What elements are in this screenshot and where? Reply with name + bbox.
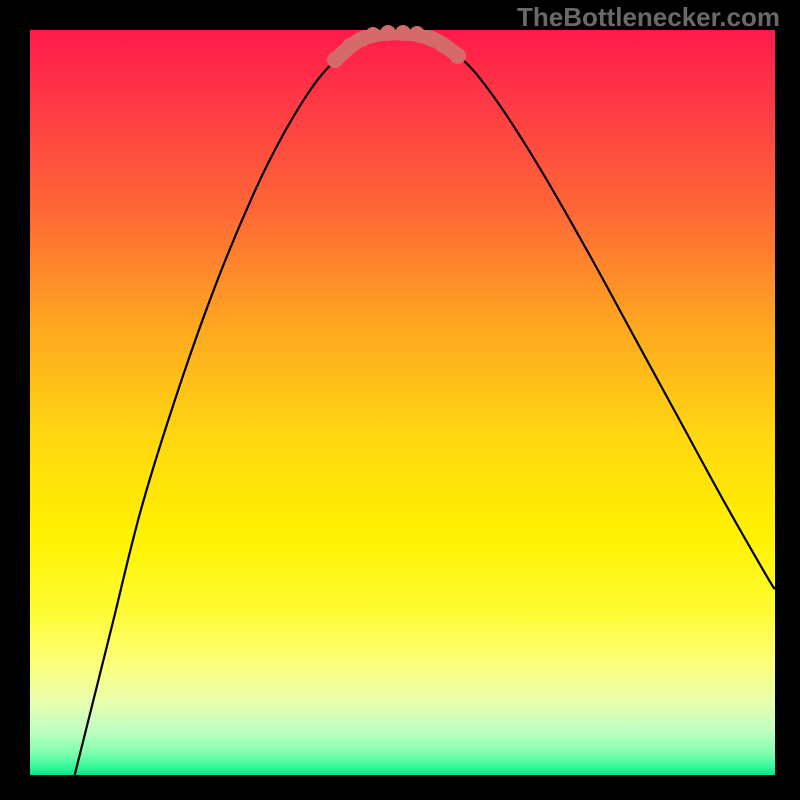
watermark: TheBottlenecker.com bbox=[517, 2, 780, 33]
chart-frame: { "canvas": { "width": 800, "height": 80… bbox=[0, 0, 800, 800]
plot-background bbox=[30, 30, 775, 775]
plot-svg bbox=[30, 30, 775, 775]
